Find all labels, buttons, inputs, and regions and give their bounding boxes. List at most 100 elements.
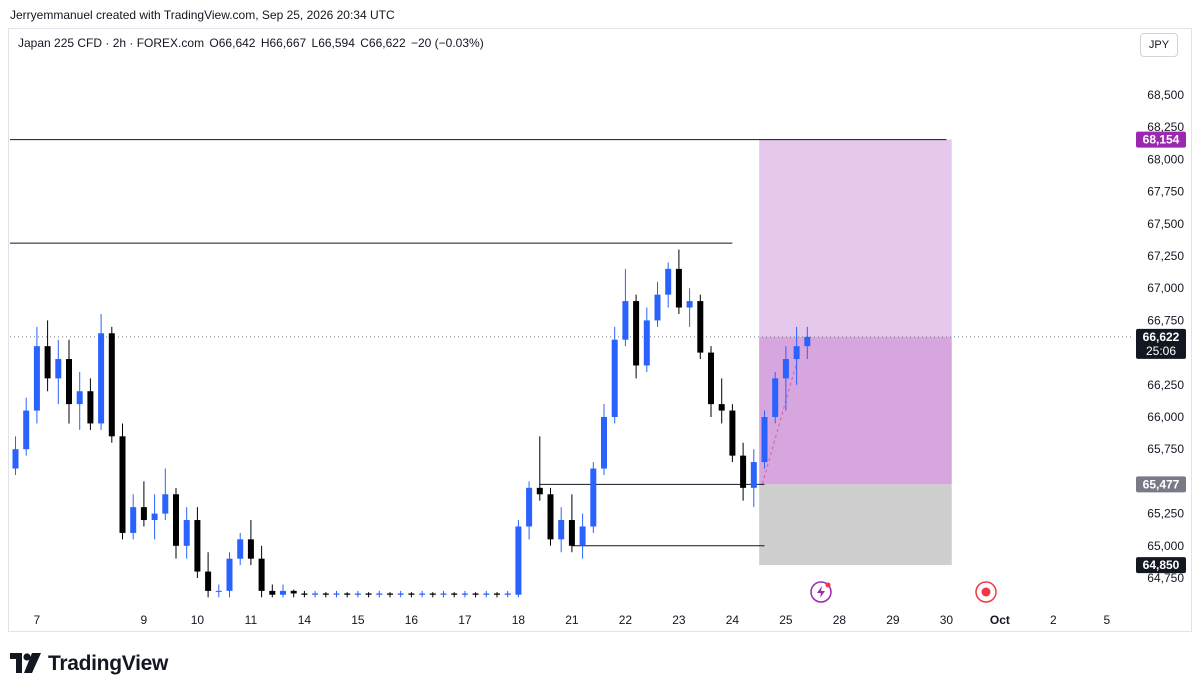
lightning-alert-icon[interactable] [810, 581, 832, 603]
candle[interactable] [611, 326, 618, 424]
candle[interactable] [290, 589, 297, 598]
countdown-label: 25:06 [1146, 344, 1176, 358]
candle[interactable] [98, 313, 105, 430]
candle[interactable] [494, 592, 500, 598]
candle[interactable] [183, 507, 190, 559]
candle[interactable] [451, 592, 458, 598]
candle[interactable] [504, 590, 511, 598]
brand-logo[interactable]: TradingView [10, 652, 168, 676]
candle[interactable] [708, 346, 714, 417]
high-value: H66,667 [260, 36, 307, 50]
candle[interactable] [472, 592, 479, 598]
candle[interactable] [76, 371, 83, 430]
candle-body [804, 336, 811, 347]
candle[interactable] [579, 513, 586, 559]
y-tick-label: 68,500 [1147, 88, 1184, 102]
candle-body [301, 593, 308, 595]
candle[interactable] [397, 590, 404, 598]
candle[interactable] [718, 378, 725, 424]
y-tick-label: 67,500 [1147, 217, 1184, 231]
candle[interactable] [601, 404, 607, 475]
candle[interactable] [782, 346, 789, 411]
x-tick-label: 17 [458, 613, 472, 627]
candle[interactable] [376, 590, 383, 598]
candle[interactable] [269, 584, 276, 598]
candle[interactable] [461, 590, 468, 598]
candle[interactable] [483, 590, 490, 598]
candle[interactable] [162, 468, 169, 521]
candle[interactable] [750, 449, 757, 508]
candle[interactable] [740, 442, 747, 501]
candle[interactable] [686, 288, 693, 327]
candle[interactable] [729, 404, 736, 463]
candle[interactable] [697, 294, 704, 360]
candle[interactable] [194, 507, 201, 578]
candle[interactable] [633, 294, 640, 379]
currency-button[interactable]: JPY [1140, 33, 1178, 57]
candle[interactable] [344, 592, 351, 598]
candle[interactable] [312, 590, 319, 598]
candle[interactable] [333, 590, 340, 598]
candle[interactable] [536, 436, 543, 501]
candle-body [504, 593, 511, 595]
candle[interactable] [247, 520, 254, 566]
candle[interactable] [258, 545, 265, 598]
x-tick-label: 22 [619, 613, 633, 627]
candle[interactable] [119, 423, 126, 540]
candle[interactable] [387, 592, 393, 598]
candle[interactable] [226, 552, 233, 598]
y-tick-label: 67,000 [1147, 281, 1184, 295]
candle[interactable] [761, 410, 768, 469]
candle[interactable] [408, 592, 415, 598]
candle[interactable] [590, 462, 597, 533]
candle[interactable] [44, 320, 51, 392]
symbol-name[interactable]: Japan 225 CFD · 2h · FOREX.com [18, 36, 205, 50]
x-tick-label: 16 [405, 613, 419, 627]
candle[interactable] [33, 326, 40, 424]
candle[interactable] [419, 590, 426, 598]
change-value: −20 (−0.03%) [410, 36, 484, 50]
candle[interactable] [173, 487, 179, 559]
candle[interactable] [429, 592, 436, 598]
candle-body [568, 520, 575, 546]
candle[interactable] [354, 590, 361, 598]
x-tick-label: 29 [886, 613, 900, 627]
candle-body [397, 593, 404, 595]
candle[interactable] [151, 494, 158, 540]
candle[interactable] [205, 552, 212, 598]
candle[interactable] [55, 339, 62, 405]
candle[interactable] [23, 397, 30, 456]
candle[interactable] [66, 339, 72, 424]
candle[interactable] [547, 487, 554, 546]
candle[interactable] [643, 307, 650, 372]
candle[interactable] [440, 590, 447, 598]
candle[interactable] [568, 494, 575, 553]
candle[interactable] [87, 378, 94, 430]
candle[interactable] [130, 494, 137, 540]
candle[interactable] [622, 268, 629, 347]
candle[interactable] [237, 532, 244, 566]
record-event-icon[interactable] [975, 581, 997, 603]
candle[interactable] [108, 326, 115, 443]
y-tick-label: 66,250 [1147, 378, 1184, 392]
candle[interactable] [140, 481, 147, 527]
candle[interactable] [12, 436, 19, 475]
candle-body [183, 520, 190, 546]
candle[interactable] [793, 326, 800, 385]
candle[interactable] [215, 584, 222, 598]
candle[interactable] [675, 249, 682, 314]
candle[interactable] [804, 326, 811, 360]
candle[interactable] [322, 592, 329, 598]
candle[interactable] [654, 281, 661, 327]
stop-zone [759, 484, 952, 566]
candle[interactable] [558, 507, 565, 553]
candle[interactable] [772, 371, 779, 424]
candle[interactable] [301, 590, 308, 598]
candle[interactable] [526, 481, 533, 540]
candle[interactable] [365, 592, 372, 598]
candle[interactable] [515, 520, 522, 598]
candle[interactable] [280, 584, 286, 598]
candle[interactable] [665, 262, 672, 308]
candle-body [344, 593, 351, 595]
